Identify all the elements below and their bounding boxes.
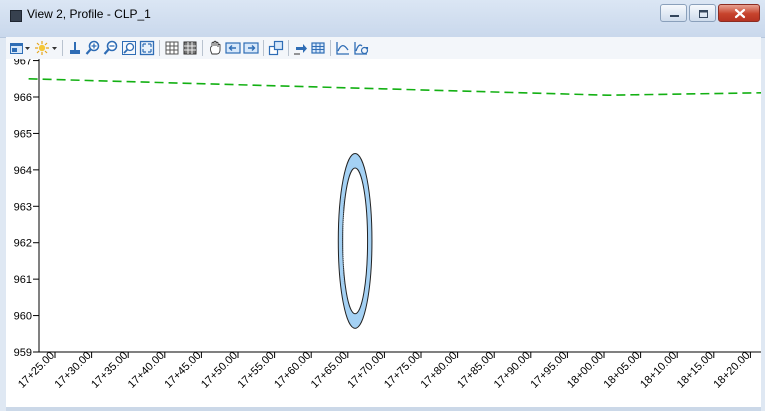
minimize-button[interactable] — [660, 4, 687, 22]
x-tick-label: 17+30.00 — [53, 350, 94, 391]
x-tick-label: 17+60.00 — [272, 350, 313, 391]
x-tick-label: 17+95.00 — [528, 350, 569, 391]
zoom-in-icon[interactable] — [85, 40, 101, 56]
cell-grid-icon[interactable] — [310, 40, 326, 56]
view-toolbar — [6, 37, 761, 59]
toolbar-separator — [202, 40, 203, 56]
toolbar-separator — [159, 40, 160, 56]
x-tick-label: 18+15.00 — [675, 350, 716, 391]
y-tick-label: 959 — [14, 347, 32, 359]
toolbar-separator — [263, 40, 264, 56]
x-tick-label: 17+90.00 — [492, 350, 533, 391]
zoom-out-icon[interactable] — [103, 40, 119, 56]
existing-ground-line — [28, 78, 761, 97]
view-display-icon[interactable] — [9, 40, 25, 56]
close-icon — [734, 8, 746, 19]
x-tick-label: 17+65.00 — [309, 350, 350, 391]
y-tick-label: 961 — [14, 274, 32, 286]
view-table-icon[interactable] — [182, 40, 198, 56]
x-tick-label: 17+40.00 — [126, 350, 167, 391]
x-tick-label: 17+50.00 — [199, 350, 240, 391]
y-tick-label: 964 — [14, 165, 32, 177]
window-area-icon[interactable] — [121, 40, 137, 56]
x-tick-label: 18+20.00 — [711, 350, 752, 391]
y-tick-label: 960 — [14, 311, 32, 323]
copy-view-icon[interactable] — [268, 40, 284, 56]
maximize-icon — [699, 10, 708, 18]
title-bar[interactable]: View 2, Profile - CLP_1 — [0, 0, 765, 38]
x-tick-label: 18+00.00 — [565, 350, 606, 391]
update-icon[interactable] — [67, 40, 83, 56]
minimize-icon — [670, 15, 679, 17]
pan-icon[interactable] — [207, 40, 223, 56]
window-bottom-edge — [6, 407, 761, 411]
profile-plot-area[interactable]: 967 966 965 964 963 962 961 960 959 17+25.00 17+30… — [6, 59, 761, 407]
x-tick-label: 17+80.00 — [419, 350, 460, 391]
profile-refresh-icon[interactable] — [353, 40, 369, 56]
x-tick-label: 17+85.00 — [455, 350, 496, 391]
maximize-button[interactable] — [689, 4, 716, 22]
x-tick-label: 17+45.00 — [162, 350, 203, 391]
culvert-pipe-section — [337, 152, 373, 329]
y-tick-label: 962 — [14, 238, 32, 250]
dropdown-arrow-icon[interactable] — [24, 40, 32, 56]
y-tick-label: 967 — [14, 59, 32, 68]
x-tick-label: 18+10.00 — [638, 350, 679, 391]
x-tick-label: 17+75.00 — [382, 350, 423, 391]
previous-view-icon[interactable] — [225, 40, 241, 56]
dropdown-arrow-icon[interactable] — [51, 40, 59, 56]
y-tick-label: 963 — [14, 201, 32, 213]
x-tick-label: 17+35.00 — [89, 350, 130, 391]
fit-view-icon[interactable] — [139, 40, 155, 56]
profile-icon[interactable] — [335, 40, 351, 56]
next-view-icon[interactable] — [243, 40, 259, 56]
pointer-icon[interactable] — [293, 40, 309, 56]
y-tick-label: 965 — [14, 128, 32, 140]
y-tick-label: 966 — [14, 92, 32, 104]
close-button[interactable] — [718, 4, 760, 22]
x-tick-label: 17+70.00 — [345, 350, 386, 391]
toolbar-separator — [62, 40, 63, 56]
brightness-icon[interactable] — [34, 40, 50, 56]
toolbar-separator — [288, 40, 289, 56]
window-menu-icon[interactable] — [10, 10, 22, 22]
x-tick-label: 18+05.00 — [602, 350, 643, 391]
x-tick-label: 17+55.00 — [236, 350, 277, 391]
toolbar-separator — [330, 40, 331, 56]
profile-chart: 96796696596496396296196095917+25.0017+30… — [14, 59, 761, 391]
window-title: View 2, Profile - CLP_1 — [27, 7, 151, 21]
view-grid-icon[interactable] — [164, 40, 180, 56]
